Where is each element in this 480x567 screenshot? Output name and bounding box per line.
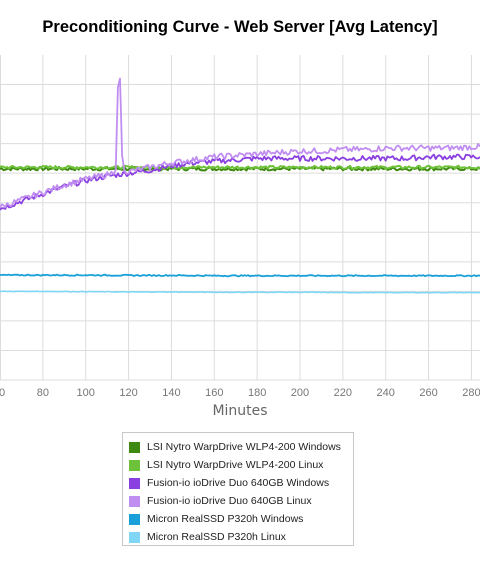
series-lines (0, 77, 480, 294)
legend-label: Fusion-io ioDrive Duo 640GB Windows (147, 477, 330, 489)
series-line (0, 164, 480, 170)
legend-label: Micron RealSSD P320h Linux (147, 531, 286, 543)
x-axis-label: Minutes (212, 403, 268, 419)
x-tick-label: 100 (77, 387, 95, 399)
legend-swatch (129, 459, 140, 471)
x-tick-label: 220 (334, 387, 352, 399)
legend-label: Micron RealSSD P320h Windows (147, 513, 304, 525)
legend-item: Micron RealSSD P320h Linux (129, 528, 353, 546)
x-tick-label: 180 (248, 387, 266, 399)
series-line (0, 153, 480, 211)
legend-item: LSI Nytro WarpDrive WLP4-200 Windows (129, 438, 353, 456)
legend-item: Fusion-io ioDrive Duo 640GB Windows (129, 474, 353, 492)
legend: LSI Nytro WarpDrive WLP4-200 Windows LSI … (122, 432, 354, 546)
grid-lines (0, 55, 480, 381)
x-tick-label: 260 (419, 387, 437, 399)
legend-label: Fusion-io ioDrive Duo 640GB Linux (147, 495, 312, 507)
chart-title: Preconditioning Curve - Web Server [Avg … (42, 18, 438, 36)
x-tick-label: 280 (462, 387, 480, 399)
x-tick-label: 140 (162, 387, 180, 399)
x-tick-label: 120 (119, 387, 137, 399)
legend-item: Fusion-io ioDrive Duo 640GB Linux (129, 492, 353, 510)
legend-item: Micron RealSSD P320h Windows (129, 510, 353, 528)
legend-label: LSI Nytro WarpDrive WLP4-200 Windows (147, 441, 341, 453)
series-line (0, 273, 480, 278)
x-tick-label: 80 (37, 387, 49, 399)
legend-swatch (129, 495, 140, 507)
x-tick-label: 200 (291, 387, 309, 399)
series-line (0, 77, 480, 209)
x-tick-labels: 0 80 100 120 140 160 180 200 220 240 260 280 (0, 387, 480, 399)
legend-swatch (129, 513, 140, 525)
x-tick-label: 0 (0, 387, 5, 399)
series-line (0, 290, 480, 294)
x-tick-label: 160 (205, 387, 223, 399)
legend-swatch (129, 441, 140, 453)
legend-swatch (129, 531, 140, 543)
legend-item: LSI Nytro WarpDrive WLP4-200 Linux (129, 456, 353, 474)
legend-label: LSI Nytro WarpDrive WLP4-200 Linux (147, 459, 324, 471)
x-tick-label: 240 (377, 387, 395, 399)
legend-swatch (129, 477, 140, 489)
